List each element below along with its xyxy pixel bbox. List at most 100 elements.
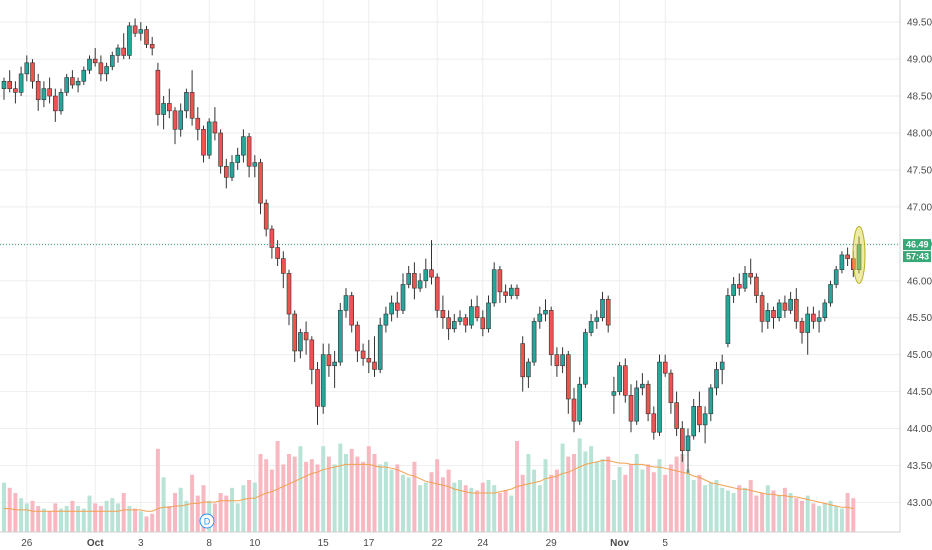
candle[interactable] [235, 147, 240, 170]
candle[interactable] [303, 321, 309, 355]
candle[interactable] [372, 336, 377, 377]
candle[interactable] [269, 225, 275, 259]
dividend-marker-circle[interactable] [199, 513, 215, 529]
candle[interactable] [343, 288, 349, 318]
candle[interactable] [514, 284, 520, 300]
candle[interactable] [508, 284, 514, 300]
candle[interactable] [58, 88, 64, 115]
candle[interactable] [451, 314, 457, 333]
candle[interactable] [503, 284, 508, 303]
candle[interactable] [241, 129, 246, 163]
candle[interactable] [149, 36, 155, 56]
candle[interactable] [520, 336, 526, 392]
candle[interactable] [366, 339, 372, 374]
candle[interactable] [822, 299, 828, 322]
dividend-marker[interactable]: D [199, 513, 215, 529]
candle[interactable] [594, 310, 600, 329]
candle[interactable] [702, 406, 708, 444]
candle[interactable] [252, 155, 258, 178]
candle[interactable] [258, 158, 263, 215]
candle[interactable] [805, 306, 811, 355]
candle[interactable] [782, 295, 788, 318]
candle[interactable] [429, 240, 434, 285]
candle[interactable] [668, 369, 674, 414]
candle[interactable] [417, 273, 423, 292]
candle[interactable] [70, 70, 75, 89]
candle[interactable] [47, 77, 52, 104]
candle[interactable] [355, 321, 360, 363]
price-axis[interactable]: 43.0043.5044.0044.5045.0045.5046.0046.50… [907, 18, 932, 509]
candle[interactable] [423, 258, 429, 289]
candle[interactable] [41, 81, 47, 108]
candle[interactable] [218, 129, 223, 174]
candle[interactable] [537, 306, 543, 329]
candle[interactable] [81, 66, 87, 85]
candle[interactable] [349, 291, 355, 333]
candle[interactable] [565, 350, 571, 414]
candle[interactable] [52, 88, 58, 122]
candle[interactable] [18, 66, 24, 97]
candle[interactable] [320, 343, 326, 414]
candle[interactable] [24, 55, 30, 82]
candle[interactable] [132, 18, 138, 37]
candle[interactable] [144, 25, 149, 49]
candle[interactable] [30, 59, 35, 89]
candle[interactable] [121, 33, 126, 60]
candle[interactable] [748, 258, 754, 285]
candle[interactable] [497, 266, 503, 303]
candle[interactable] [526, 358, 531, 388]
candle[interactable] [622, 358, 628, 403]
candle[interactable] [480, 310, 486, 337]
candle[interactable] [98, 55, 104, 82]
candle[interactable] [617, 362, 622, 396]
candle[interactable] [332, 350, 337, 388]
candle[interactable] [736, 273, 742, 296]
candle[interactable] [719, 354, 725, 385]
candle[interactable] [195, 107, 201, 141]
candle[interactable] [201, 125, 206, 163]
candle[interactable] [389, 295, 394, 322]
candle[interactable] [759, 291, 765, 333]
candle[interactable] [394, 291, 400, 318]
candle[interactable] [845, 247, 850, 266]
candle[interactable] [457, 310, 463, 326]
candle[interactable] [697, 391, 702, 433]
candle[interactable] [315, 362, 320, 425]
candle[interactable] [337, 302, 343, 366]
candle[interactable] [640, 373, 645, 396]
candle[interactable] [7, 70, 12, 93]
candle[interactable] [292, 310, 298, 363]
candle[interactable] [816, 310, 822, 333]
candle[interactable] [469, 299, 474, 329]
candle[interactable] [13, 81, 18, 104]
candle[interactable] [446, 310, 451, 340]
candle[interactable] [645, 380, 651, 422]
candle[interactable] [811, 306, 816, 329]
candle[interactable] [286, 269, 292, 326]
candle[interactable] [685, 428, 691, 473]
candle[interactable] [35, 73, 41, 111]
candle[interactable] [771, 306, 776, 329]
candle[interactable] [833, 266, 839, 289]
candle[interactable] [548, 306, 554, 366]
candle[interactable] [104, 62, 109, 82]
candle[interactable] [383, 306, 389, 333]
candle[interactable] [776, 299, 782, 322]
candle[interactable] [1, 77, 7, 100]
candle[interactable] [651, 406, 657, 440]
candle[interactable] [628, 384, 634, 433]
candle[interactable] [571, 387, 577, 433]
candle[interactable] [263, 199, 269, 237]
candle[interactable] [543, 299, 548, 322]
candle[interactable] [605, 295, 611, 333]
candle[interactable] [765, 302, 771, 329]
candle[interactable] [674, 391, 679, 436]
candle[interactable] [155, 62, 161, 126]
candle[interactable] [280, 251, 286, 289]
candle[interactable] [554, 347, 560, 377]
candle[interactable] [309, 336, 315, 385]
candle[interactable] [560, 347, 565, 374]
candle[interactable] [189, 70, 195, 126]
candle[interactable] [839, 251, 845, 274]
